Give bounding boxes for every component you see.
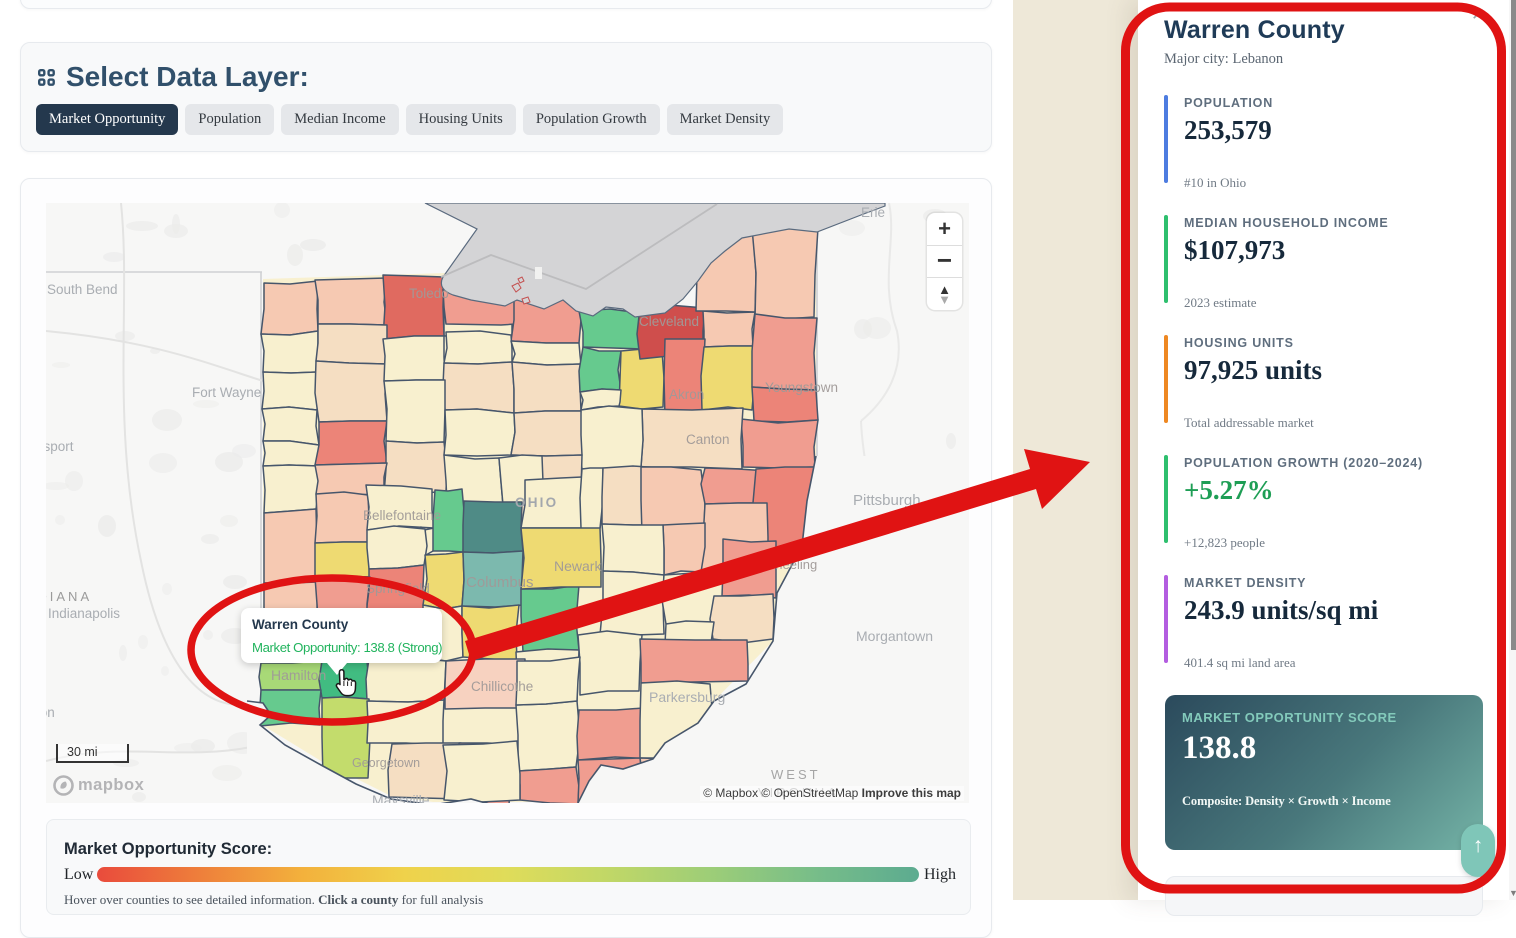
svg-text:Maysville: Maysville [372,792,430,803]
svg-text:Morgantown: Morgantown [856,628,933,644]
svg-text:Pittsburgh: Pittsburgh [853,492,921,509]
svg-text:gansport: gansport [46,439,74,454]
svg-text:Wheeling: Wheeling [763,557,817,572]
svg-text:Erie: Erie [861,205,885,220]
svg-text:Parkersburg: Parkersburg [649,689,725,705]
svg-text:South Bend: South Bend [47,282,118,297]
svg-text:WEST: WEST [771,767,821,782]
svg-text:Cleveland: Cleveland [639,314,699,329]
svg-text:Canton: Canton [686,432,730,447]
svg-text:Newark: Newark [554,558,602,574]
svg-text:Toledo: Toledo [409,286,449,301]
svg-text:Springfield: Springfield [366,581,430,596]
svg-text:Chillicothe: Chillicothe [471,679,533,694]
svg-text:Indianapolis: Indianapolis [48,606,120,621]
svg-text:OHIO: OHIO [515,495,558,510]
svg-text:ngton: ngton [46,705,55,720]
svg-text:Hamilton: Hamilton [271,667,326,683]
svg-text:Bellefontaine: Bellefontaine [363,508,441,523]
svg-text:Youngstown: Youngstown [765,380,838,395]
svg-text:Fort Wayne: Fort Wayne [192,385,261,400]
svg-text:Columbus: Columbus [466,574,534,591]
svg-text:NDIANA: NDIANA [46,589,92,604]
svg-text:Georgetown: Georgetown [352,756,420,770]
svg-text:Akron: Akron [669,387,704,402]
